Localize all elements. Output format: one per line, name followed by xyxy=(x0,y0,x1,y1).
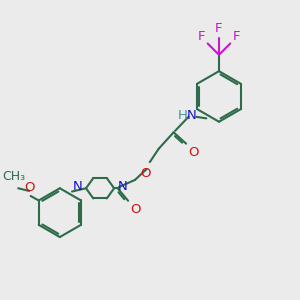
Text: CH₃: CH₃ xyxy=(3,170,26,183)
Text: F: F xyxy=(198,30,205,43)
Text: N: N xyxy=(118,180,128,193)
Text: N: N xyxy=(73,180,82,193)
Text: H: H xyxy=(178,109,188,122)
Text: F: F xyxy=(215,22,223,35)
Text: O: O xyxy=(188,146,199,159)
Text: O: O xyxy=(130,203,141,216)
Text: N: N xyxy=(187,109,196,122)
Text: O: O xyxy=(24,181,34,194)
Text: F: F xyxy=(233,30,240,43)
Text: O: O xyxy=(141,167,151,180)
